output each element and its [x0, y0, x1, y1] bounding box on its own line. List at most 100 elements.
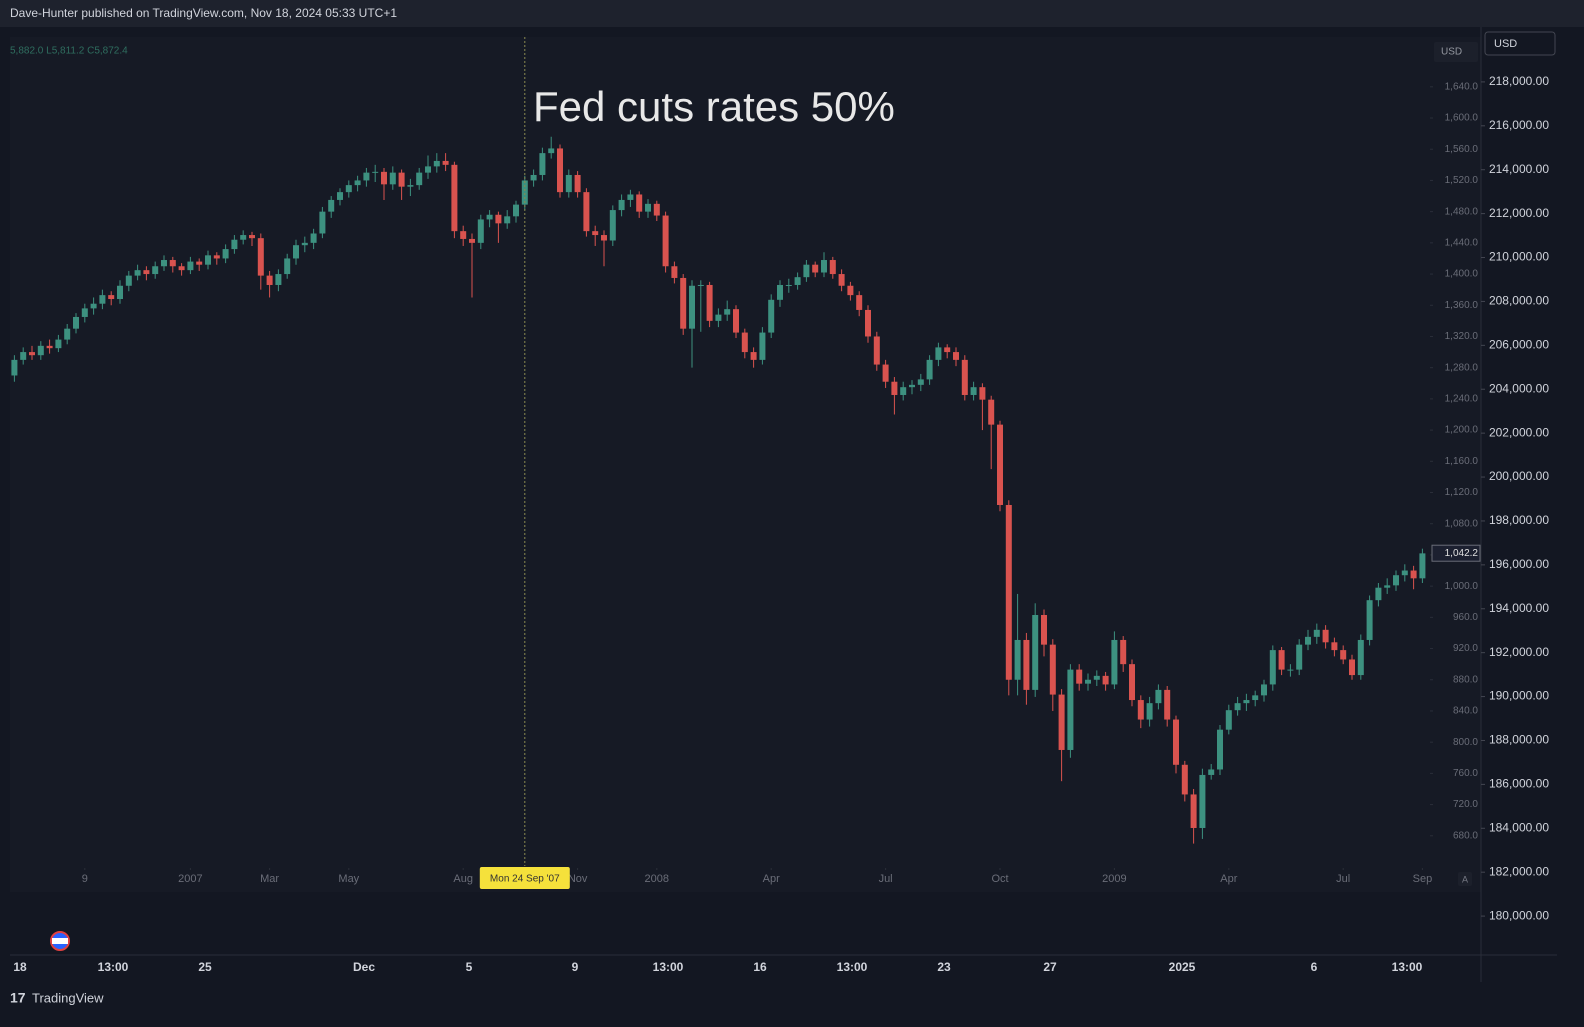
- candle-body: [240, 235, 247, 240]
- candle-body: [821, 260, 827, 273]
- currency-box[interactable]: [1484, 31, 1556, 56]
- inner-x-tick-label: Jul: [1336, 873, 1350, 885]
- candle-body: [689, 285, 695, 329]
- candle-body: [900, 387, 907, 395]
- candle-body: [178, 266, 185, 271]
- candle-body: [609, 210, 616, 241]
- candle-body: [1190, 794, 1197, 828]
- candle-body: [319, 211, 326, 234]
- candle-body: [213, 255, 220, 259]
- inner-y-tick-label: 1,240.0: [1445, 394, 1479, 405]
- candle-body: [477, 219, 484, 243]
- candle-body: [81, 308, 88, 317]
- inner-y-tick-label: 1,200.0: [1445, 425, 1479, 436]
- candle-body: [1384, 585, 1391, 588]
- candle-body: [1164, 689, 1171, 720]
- inner-y-tick-label: 1,080.0: [1445, 518, 1479, 529]
- candle-body: [495, 214, 502, 224]
- candle-body: [1278, 650, 1285, 670]
- candle-body: [574, 174, 581, 193]
- candle-body: [29, 352, 35, 356]
- candle-body: [257, 238, 264, 276]
- candle-body: [1349, 659, 1355, 676]
- y2-tick-label: 214,000.00: [1489, 162, 1549, 176]
- candle-body: [99, 295, 106, 304]
- brand-name[interactable]: TradingView: [32, 990, 104, 1005]
- ohlc-legend: 5,882.0 L5,811.2 C5,872.4: [10, 46, 128, 57]
- candle-body: [46, 345, 53, 349]
- candle-body: [803, 264, 810, 278]
- candle-body: [345, 185, 352, 193]
- candle-body: [231, 239, 238, 250]
- candle-body: [662, 215, 669, 267]
- candle-body: [706, 284, 713, 321]
- y2-tick-label: 200,000.00: [1489, 469, 1549, 483]
- candle-body: [1313, 629, 1320, 637]
- candle-body: [935, 347, 942, 360]
- brand-logo[interactable]: 17: [10, 990, 26, 1006]
- candle-body: [1366, 600, 1373, 640]
- candle-body: [1234, 703, 1241, 711]
- chart-image: [10, 37, 1481, 892]
- y2-tick-label: 190,000.00: [1489, 689, 1549, 703]
- candle-body: [451, 164, 458, 232]
- y2-tick-label: 196,000.00: [1489, 557, 1549, 571]
- candle-body: [73, 316, 79, 329]
- y2-tick-label: 218,000.00: [1489, 74, 1549, 88]
- candle-body: [979, 387, 986, 400]
- y2-tick-label: 192,000.00: [1489, 645, 1549, 659]
- candle-body: [1181, 764, 1188, 795]
- candle-body: [1041, 614, 1047, 645]
- inner-y-tick-label: 1,480.0: [1445, 206, 1479, 217]
- inner-x-tick-label: Jul: [879, 873, 893, 885]
- candle-body: [117, 285, 123, 300]
- inner-y-tick-label: 880.0: [1453, 674, 1478, 685]
- auto-button-icon[interactable]: A: [1462, 874, 1468, 884]
- candle-body: [513, 204, 519, 217]
- inner-y-tick-label: 1,520.0: [1445, 175, 1479, 186]
- auto-button[interactable]: [1458, 872, 1472, 886]
- candle-body: [1252, 695, 1259, 701]
- candle-body: [724, 309, 731, 315]
- currency-label[interactable]: USD: [1494, 38, 1517, 50]
- candle-body: [539, 153, 546, 175]
- candle-body: [1014, 639, 1021, 680]
- inner-y-tick-label: 1,440.0: [1445, 237, 1479, 248]
- candle-body: [37, 345, 44, 356]
- candle-body: [354, 180, 361, 186]
- candle-body: [856, 295, 863, 310]
- time-label: 25: [198, 960, 212, 974]
- candle-body: [909, 384, 915, 388]
- inner-y-tick-label: 960.0: [1453, 612, 1478, 623]
- y2-tick-label: 186,000.00: [1489, 777, 1549, 791]
- header-bar: [0, 0, 1584, 27]
- candle-body: [1340, 650, 1347, 660]
- candle-body: [266, 275, 273, 285]
- time-label: 13:00: [1392, 960, 1423, 974]
- candle-body: [1217, 729, 1223, 770]
- candle-body: [460, 231, 467, 239]
- inner-y-tick-label: 1,560.0: [1445, 144, 1479, 155]
- y2-tick-label: 180,000.00: [1489, 908, 1549, 922]
- candle-body: [653, 203, 660, 216]
- candle-body: [847, 285, 854, 296]
- candle-body: [601, 235, 607, 241]
- candle-body: [521, 180, 528, 205]
- candle-body: [1243, 700, 1250, 704]
- inner-y-tick-label: 680.0: [1453, 830, 1478, 841]
- candle-body: [1102, 675, 1109, 685]
- candle-body: [645, 203, 651, 212]
- candle-body: [1049, 644, 1056, 695]
- candle-body: [1129, 664, 1135, 701]
- candle-body: [328, 199, 335, 212]
- candle-body: [785, 284, 792, 286]
- candle-body: [953, 352, 959, 360]
- candle-body: [636, 194, 643, 212]
- candle-body: [363, 172, 370, 181]
- y2-tick-label: 216,000.00: [1489, 118, 1549, 132]
- candle-body: [777, 284, 783, 300]
- inner-y-tick-label: 1,280.0: [1445, 362, 1479, 373]
- candle-body: [222, 249, 229, 259]
- candle-body: [205, 255, 211, 265]
- inner-x-tick-label: Oct: [991, 873, 1008, 885]
